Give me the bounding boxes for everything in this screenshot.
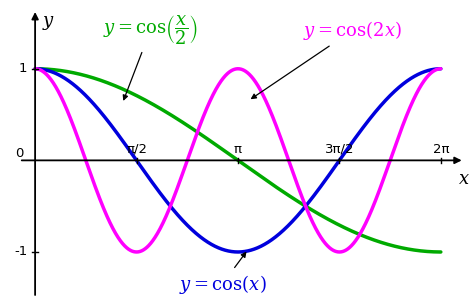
Text: 0: 0: [15, 147, 24, 161]
Text: 1: 1: [19, 62, 27, 75]
Text: 2π: 2π: [433, 143, 449, 156]
Text: $y = \cos\!\left(\dfrac{x}{2}\right)$: $y = \cos\!\left(\dfrac{x}{2}\right)$: [103, 14, 198, 100]
Text: $y$: $y$: [42, 14, 55, 32]
Text: π/2: π/2: [126, 143, 147, 156]
Text: $y = \cos(2x)$: $y = \cos(2x)$: [252, 19, 402, 99]
Text: $x$: $x$: [458, 169, 470, 188]
Text: $y = \cos(x)$: $y = \cos(x)$: [179, 253, 266, 296]
Text: 3π/2: 3π/2: [325, 143, 354, 156]
Text: π: π: [234, 143, 242, 156]
Text: -1: -1: [14, 246, 27, 258]
